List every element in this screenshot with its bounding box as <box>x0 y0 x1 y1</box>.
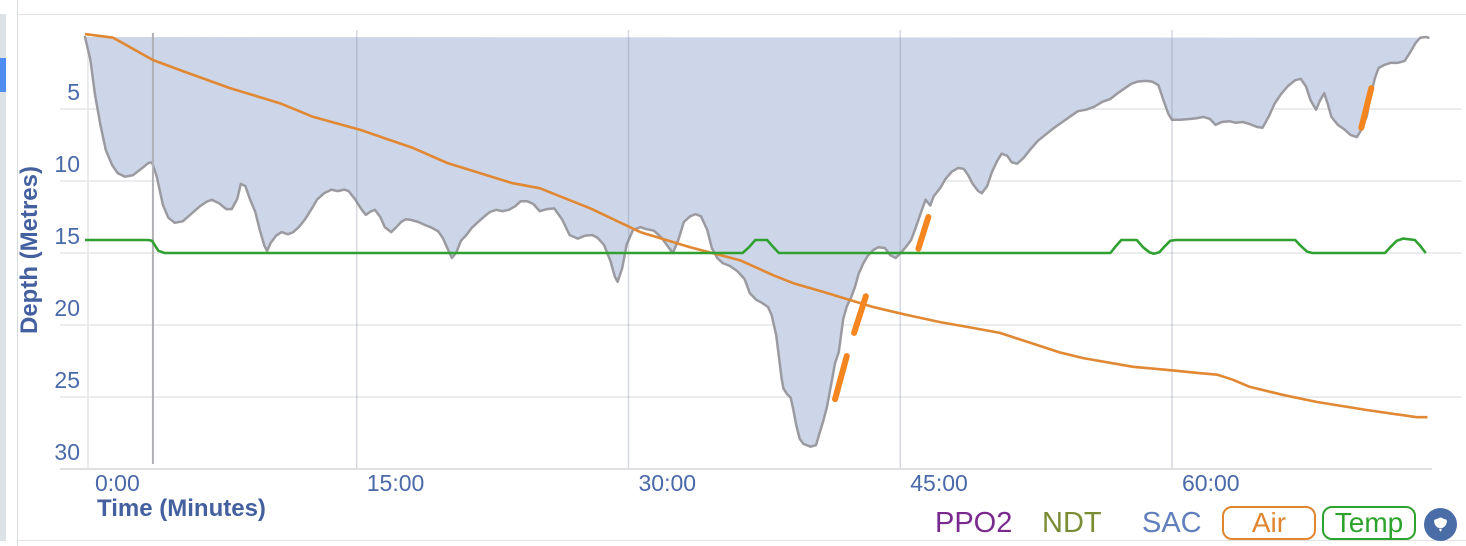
panel-bottom-border <box>18 540 1466 541</box>
y-tick-label: 15 <box>54 223 80 249</box>
ascent-rate-warning-dash <box>1358 85 1375 131</box>
scrollbar-track <box>0 14 6 541</box>
y-axis-title: Depth (Metres) <box>16 166 43 335</box>
temp-toggle-button[interactable]: Temp <box>1322 506 1416 540</box>
x-tick-label: 0:00 <box>95 470 140 496</box>
panel-left-divider <box>17 0 18 546</box>
depth-area-fill <box>85 37 1429 447</box>
ascent-rate-warning-dash <box>915 214 932 252</box>
y-tick-label: 5 <box>67 79 80 105</box>
y-tick-label: 10 <box>54 151 80 177</box>
bell-icon-glyph <box>1434 517 1447 532</box>
legend-item-ndt[interactable]: NDT <box>1042 507 1102 539</box>
panel-top-border <box>18 14 1466 15</box>
y-tick-label: 20 <box>54 295 80 321</box>
legend-item-ppo2[interactable]: PPO2 <box>935 507 1013 539</box>
ascent-rate-warning-dash <box>851 293 869 336</box>
x-axis-title: Time (Minutes) <box>97 495 266 522</box>
y-tick-label: 25 <box>54 367 80 393</box>
x-tick-label: 15:00 <box>366 470 425 496</box>
scrollbar-thumb[interactable] <box>0 58 6 92</box>
depth-profile-line <box>83 35 1430 448</box>
bell-icon[interactable] <box>1424 508 1457 541</box>
y-tick-label: 30 <box>54 439 80 465</box>
x-tick-label: 60:00 <box>1182 470 1240 496</box>
ascent-rate-warning-dash <box>832 352 850 403</box>
x-tick-label: 30:00 <box>638 470 697 496</box>
x-tick-label: 45:00 <box>910 470 968 496</box>
temperature-line <box>85 237 1427 255</box>
air-pressure-line <box>84 32 1428 419</box>
legend-item-sac[interactable]: SAC <box>1142 507 1202 539</box>
air-toggle-button[interactable]: Air <box>1222 506 1316 540</box>
